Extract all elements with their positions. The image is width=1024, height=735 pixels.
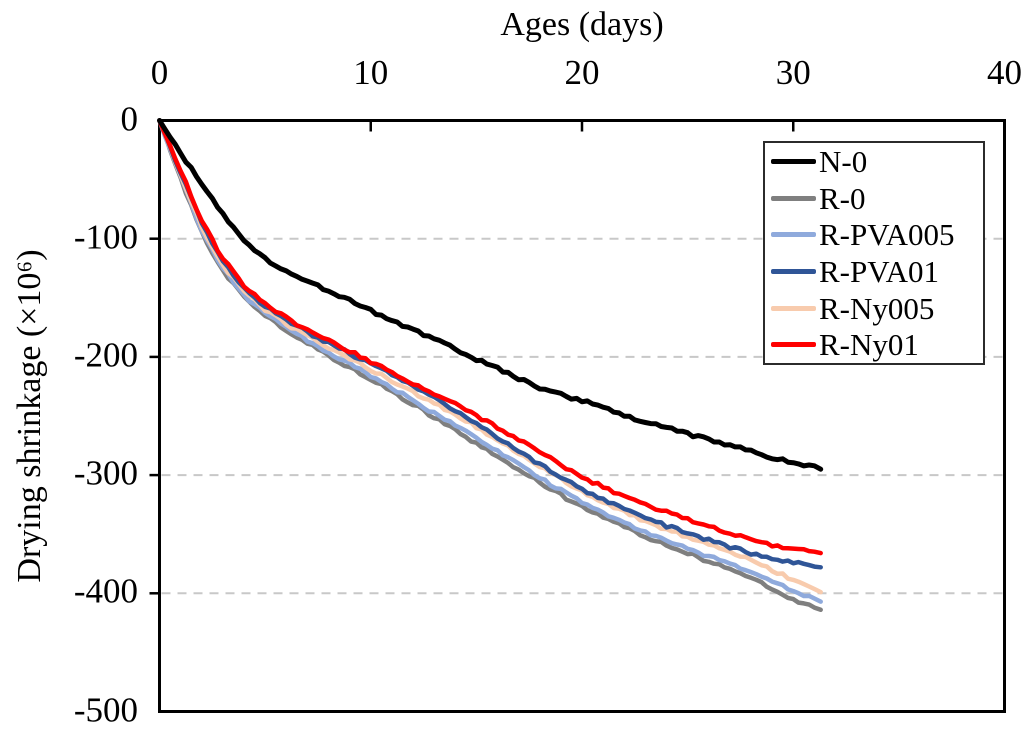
y-tick-label: -400: [73, 571, 138, 611]
y-tick-label: -500: [73, 689, 138, 729]
x-tick-label: 30: [775, 53, 811, 92]
legend-item-N-0: N-0: [765, 143, 983, 180]
series-line-R-Ny005: [157, 118, 823, 595]
legend-item-R-Ny01: R-Ny01: [765, 326, 983, 363]
legend-label: R-PVA005: [819, 217, 955, 253]
legend-swatch: [771, 305, 816, 311]
legend-item-R-0: R-0: [765, 180, 983, 217]
y-tick-label: 0: [120, 98, 139, 138]
legend-swatch: [771, 232, 816, 238]
legend-swatch: [771, 342, 816, 348]
y-tick-label: -300: [73, 453, 138, 493]
y-tick-label: -200: [73, 335, 138, 375]
y-axis-title: Drying shrinkage (×10⁶): [11, 249, 48, 583]
legend-item-R-Ny005: R-Ny005: [765, 290, 983, 327]
legend-swatch: [771, 158, 816, 164]
series-line-R-PVA005: [157, 118, 823, 604]
y-tick-label: -100: [73, 217, 138, 257]
legend-item-R-PVA01: R-PVA01: [765, 253, 983, 290]
x-tick-label: 10: [353, 53, 389, 92]
legend: N-0 R-0 R-PVA005 R-PVA01 R-Ny005 R-Ny01: [763, 141, 985, 365]
legend-label: R-0: [819, 180, 866, 216]
legend-label: R-Ny005: [819, 290, 935, 326]
x-tick-label: 0: [150, 53, 169, 92]
legend-label: R-PVA01: [819, 253, 940, 289]
series-line-N-0: [157, 118, 824, 472]
plot-border: [158, 119, 1006, 713]
series-line-R-Ny01: [157, 118, 823, 556]
legend-item-R-PVA005: R-PVA005: [765, 216, 983, 253]
legend-swatch: [771, 195, 816, 201]
series-line-R-PVA01: [157, 118, 823, 570]
legend-label: N-0: [819, 143, 868, 179]
legend-label: R-Ny01: [819, 327, 919, 363]
x-tick-label: 40: [987, 53, 1022, 92]
legend-swatch: [771, 268, 816, 274]
x-axis-title: Ages (days): [500, 6, 664, 43]
x-tick-label: 20: [564, 53, 600, 92]
